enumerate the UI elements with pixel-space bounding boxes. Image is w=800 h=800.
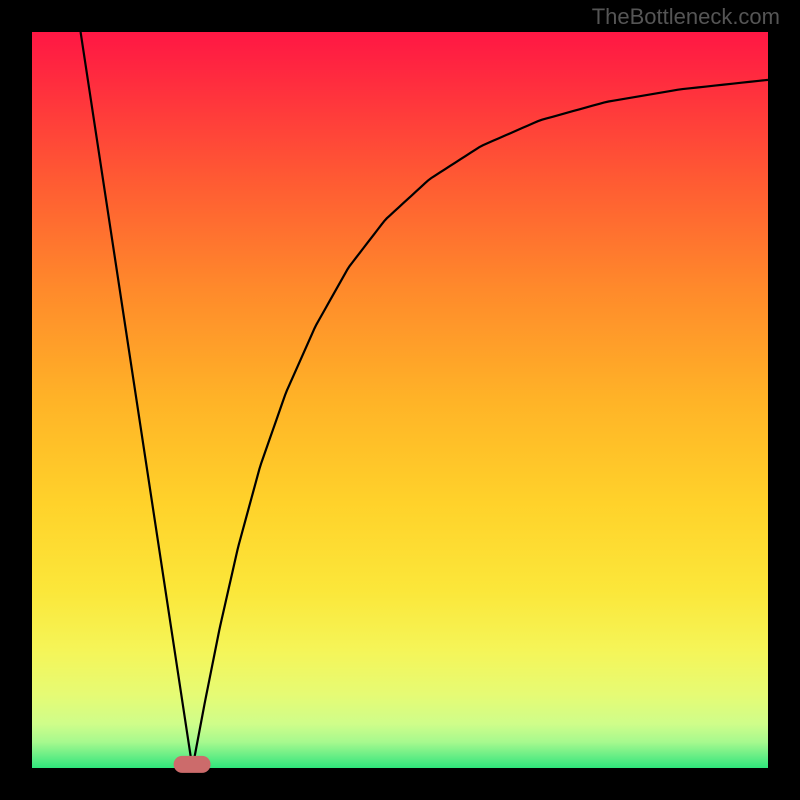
watermark-text: TheBottleneck.com [592, 4, 780, 30]
bottleneck-curve [32, 32, 768, 768]
optimal-point-marker [174, 756, 211, 772]
chart-plot-area [32, 32, 768, 768]
